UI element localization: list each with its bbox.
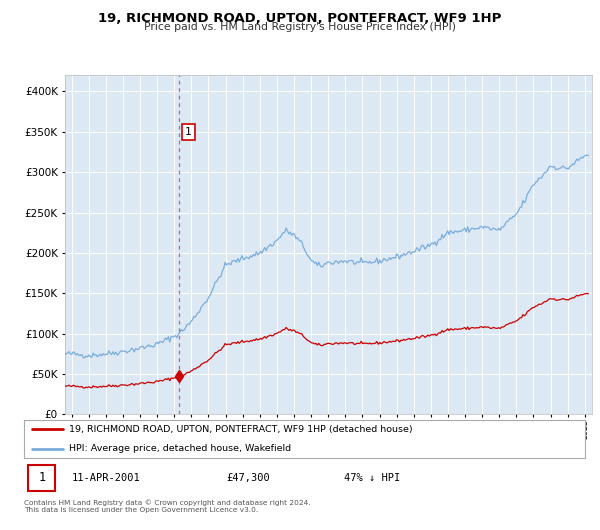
Text: Price paid vs. HM Land Registry's House Price Index (HPI): Price paid vs. HM Land Registry's House … xyxy=(144,22,456,32)
Text: 47% ↓ HPI: 47% ↓ HPI xyxy=(344,473,400,483)
Text: 19, RICHMOND ROAD, UPTON, PONTEFRACT, WF9 1HP: 19, RICHMOND ROAD, UPTON, PONTEFRACT, WF… xyxy=(98,12,502,25)
Text: This data is licensed under the Open Government Licence v3.0.: This data is licensed under the Open Gov… xyxy=(24,507,258,513)
Text: 19, RICHMOND ROAD, UPTON, PONTEFRACT, WF9 1HP (detached house): 19, RICHMOND ROAD, UPTON, PONTEFRACT, WF… xyxy=(69,425,413,434)
Text: HPI: Average price, detached house, Wakefield: HPI: Average price, detached house, Wake… xyxy=(69,444,291,453)
Text: Contains HM Land Registry data © Crown copyright and database right 2024.: Contains HM Land Registry data © Crown c… xyxy=(24,499,311,506)
Text: 11-APR-2001: 11-APR-2001 xyxy=(71,473,140,483)
Text: £47,300: £47,300 xyxy=(226,473,270,483)
FancyBboxPatch shape xyxy=(28,465,55,491)
Text: 1: 1 xyxy=(38,471,46,484)
Text: 1: 1 xyxy=(185,127,192,137)
